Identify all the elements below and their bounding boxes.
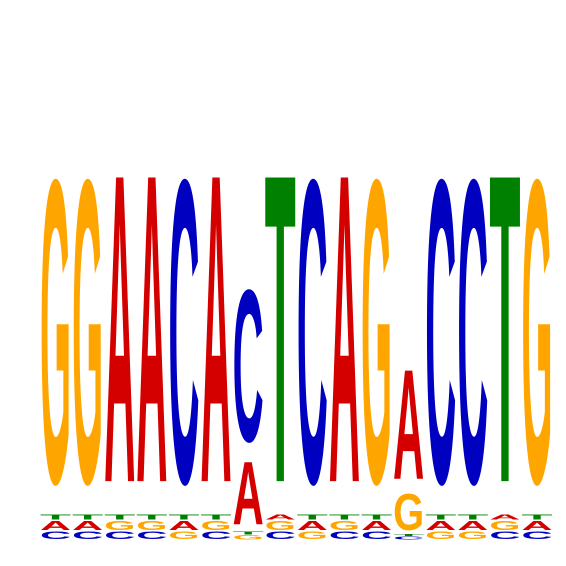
logo-letter-c: C — [233, 245, 264, 488]
logo-letter-a: A — [425, 518, 456, 532]
logo-letter-t: T — [201, 513, 232, 521]
logo-letter-c: C — [522, 529, 553, 541]
logo-letter-c: C — [40, 529, 71, 541]
logo-letter-t: T — [297, 513, 328, 521]
logo-letter-c: C — [489, 529, 520, 541]
logo-letter-t: T — [489, 82, 520, 566]
logo-letter-g: G — [265, 519, 296, 533]
logo-letter-g: G — [522, 90, 553, 566]
logo-letter-g: G — [104, 519, 135, 533]
logo-letter-t: T — [104, 513, 135, 521]
logo-letter-t: T — [522, 513, 553, 521]
logo-letter-t: T — [136, 513, 167, 521]
logo-letter-c: C — [201, 529, 232, 541]
logo-letter-t: T — [233, 531, 264, 536]
logo-letter-g: G — [329, 519, 360, 533]
logo-letter-a: A — [136, 83, 167, 566]
logo-letter-a: A — [457, 518, 488, 532]
logo-letter-t: T — [425, 513, 456, 521]
logo-letter-g: G — [425, 529, 456, 542]
logo-letter-a: A — [489, 513, 520, 521]
logo-letter-a: A — [40, 518, 71, 532]
logo-letter-c: C — [457, 90, 488, 566]
logo-letter-a: A — [522, 518, 553, 532]
logo-letter-t: T — [329, 513, 360, 521]
logo-letter-a: A — [329, 83, 360, 566]
logo-letter-a: A — [361, 518, 392, 532]
logo-letter-a: A — [233, 443, 264, 544]
logo-letter-t: T — [457, 513, 488, 521]
logo-letter-g: G — [297, 529, 328, 542]
logo-letter-g: G — [393, 483, 424, 541]
logo-letter-g: G — [72, 90, 103, 566]
logo-letter-c: C — [393, 536, 424, 541]
logo-letter-c: C — [168, 90, 199, 566]
logo-letter-a: A — [297, 518, 328, 532]
logo-letter-c: C — [297, 90, 328, 566]
logo-letter-g: G — [361, 90, 392, 566]
logo-letter-t: T — [168, 513, 199, 521]
logo-letter-c: C — [136, 529, 167, 541]
logo-letter-a: A — [265, 513, 296, 521]
logo-letter-c: C — [265, 529, 296, 541]
logo-letter-t: T — [265, 82, 296, 566]
logo-letter-a: A — [201, 83, 232, 566]
logo-letter-a: A — [168, 518, 199, 532]
logo-letter-a: A — [72, 518, 103, 532]
logo-letter-g: G — [136, 519, 167, 533]
logo-letter-a: A — [393, 338, 424, 513]
logo-letter-c: C — [329, 529, 360, 541]
logo-letter-g: G — [201, 519, 232, 533]
logo-letter-g: G — [233, 534, 264, 541]
logo-letter-c: C — [104, 529, 135, 541]
logo-letter-t: T — [72, 513, 103, 521]
logo-letter-g: G — [168, 529, 199, 542]
logo-letter-t: T — [40, 513, 71, 521]
logo-letter-t: T — [393, 533, 424, 536]
logo-letter-c: C — [361, 529, 392, 541]
logo-letter-t: T — [361, 513, 392, 521]
logo-letter-g: G — [40, 90, 71, 566]
logo-letter-a: A — [104, 83, 135, 566]
logo-letter-g: G — [489, 519, 520, 533]
logo-letter-c: C — [425, 90, 456, 566]
logo-letter-g: G — [457, 529, 488, 542]
logo-letter-c: C — [72, 529, 103, 541]
